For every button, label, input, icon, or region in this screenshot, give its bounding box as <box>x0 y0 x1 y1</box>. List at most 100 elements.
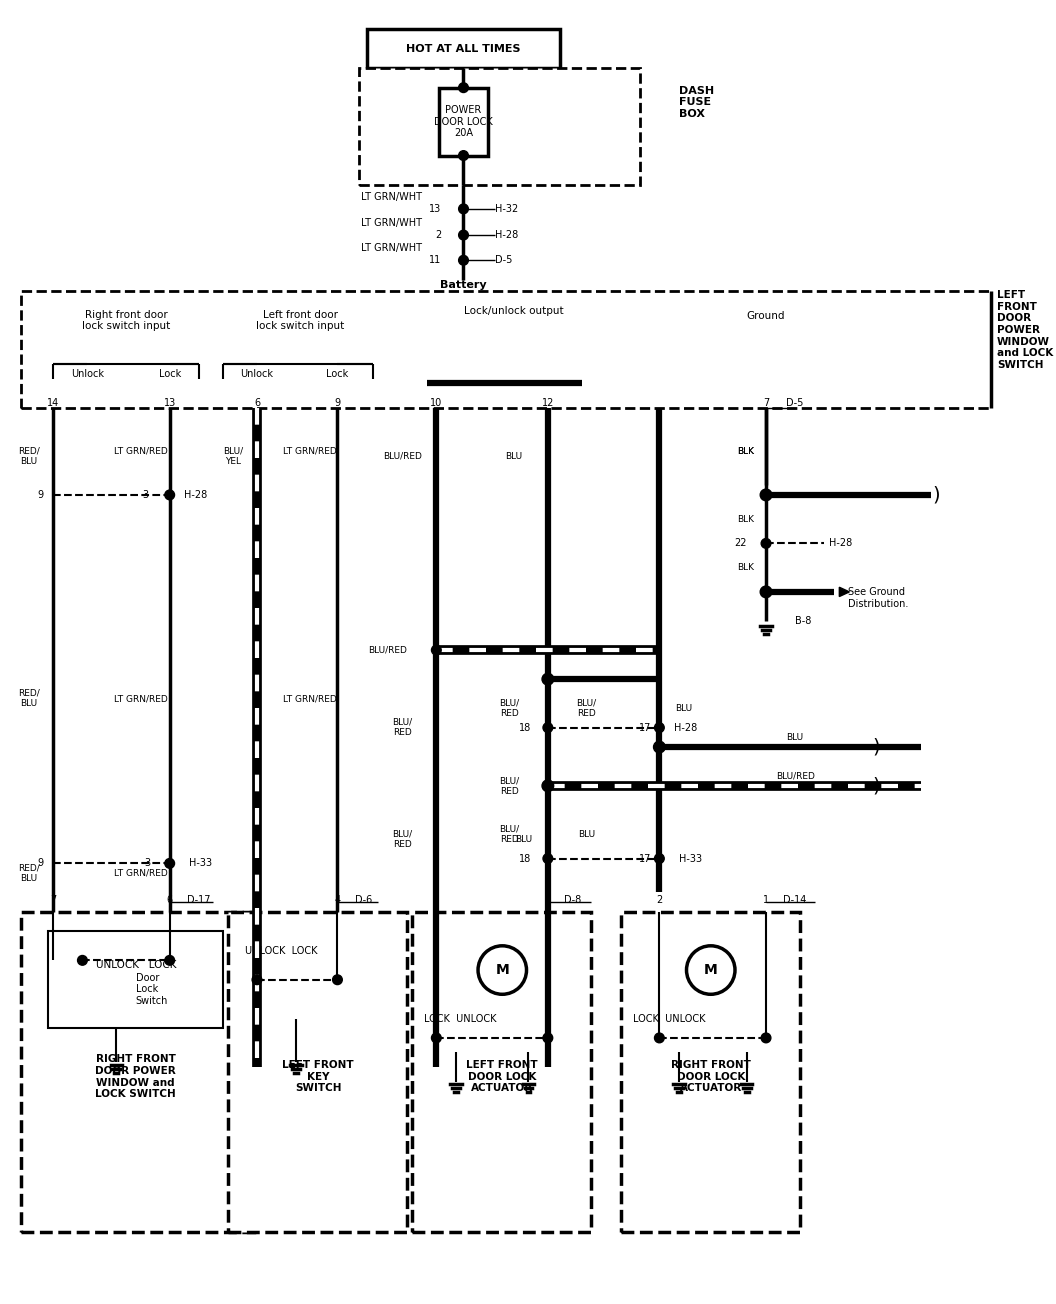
Circle shape <box>543 1033 552 1043</box>
Text: BLK: BLK <box>737 447 754 456</box>
Circle shape <box>542 780 553 792</box>
Text: ): ) <box>872 776 881 795</box>
Text: 3: 3 <box>145 858 150 868</box>
Text: RED/
BLU: RED/ BLU <box>18 689 40 708</box>
Text: Door
Lock
Switch: Door Lock Switch <box>136 973 168 1007</box>
Circle shape <box>543 722 552 733</box>
Text: 13: 13 <box>164 398 175 408</box>
Text: 10: 10 <box>430 398 442 408</box>
Text: BLU: BLU <box>787 733 804 742</box>
Text: BLU/
RED: BLU/ RED <box>393 719 413 737</box>
Text: RED/
BLU: RED/ BLU <box>18 863 40 883</box>
Circle shape <box>654 741 665 752</box>
Text: 13: 13 <box>429 203 441 214</box>
Text: DASH
FUSE
BOX: DASH FUSE BOX <box>679 86 714 119</box>
Text: Right front door
lock switch input: Right front door lock switch input <box>82 309 170 331</box>
Text: D-5: D-5 <box>787 398 804 408</box>
Bar <box>21 911 254 1232</box>
Text: LEFT FRONT
DOOR LOCK
ACTUATOR: LEFT FRONT DOOR LOCK ACTUATOR <box>467 1060 539 1093</box>
Text: H-33: H-33 <box>189 858 212 868</box>
Text: RIGHT FRONT
DOOR POWER
WINDOW and
LOCK SWITCH: RIGHT FRONT DOOR POWER WINDOW and LOCK S… <box>95 1055 176 1099</box>
Text: LEFT
FRONT
DOOR
POWER
WINDOW
and LOCK
SWITCH: LEFT FRONT DOOR POWER WINDOW and LOCK SW… <box>997 291 1053 370</box>
Text: 18: 18 <box>520 854 531 863</box>
Text: LT GRN/WHT: LT GRN/WHT <box>361 218 421 228</box>
Text: 4: 4 <box>335 896 340 905</box>
Text: LT GRN/RED: LT GRN/RED <box>283 447 337 456</box>
Text: BLU: BLU <box>506 451 523 460</box>
Bar <box>49 931 223 1029</box>
Text: BLU/
YEL: BLU/ YEL <box>223 446 243 466</box>
Text: Ground: Ground <box>747 310 786 321</box>
Text: D-8: D-8 <box>564 896 582 905</box>
Text: 22: 22 <box>734 539 747 549</box>
Text: D-5: D-5 <box>494 256 512 265</box>
Bar <box>228 911 408 1232</box>
Circle shape <box>655 1033 664 1043</box>
Text: LT GRN/WHT: LT GRN/WHT <box>361 192 421 202</box>
Circle shape <box>333 975 342 985</box>
Text: BLU/
RED: BLU/ RED <box>577 699 597 719</box>
Text: LEFT FRONT
KEY
SWITCH: LEFT FRONT KEY SWITCH <box>282 1060 354 1093</box>
Text: LT GRN/RED: LT GRN/RED <box>114 868 168 878</box>
Circle shape <box>458 83 469 93</box>
Text: BLU: BLU <box>578 829 596 838</box>
Text: BLU/RED: BLU/RED <box>776 772 814 781</box>
Circle shape <box>655 722 664 733</box>
Text: ): ) <box>872 738 881 756</box>
Text: BLU/RED: BLU/RED <box>383 451 421 460</box>
Text: BLU: BLU <box>675 704 692 713</box>
Text: Lock: Lock <box>326 369 348 378</box>
Bar <box>621 911 800 1232</box>
Text: H-28: H-28 <box>674 722 697 733</box>
Text: 6: 6 <box>167 896 173 905</box>
Text: 12: 12 <box>542 398 554 408</box>
Circle shape <box>458 203 469 214</box>
Text: 1: 1 <box>253 896 260 905</box>
Text: See Ground: See Ground <box>848 587 905 597</box>
Text: LT GRN/RED: LT GRN/RED <box>114 694 168 703</box>
Text: 9: 9 <box>38 858 43 868</box>
Text: 17: 17 <box>639 854 650 863</box>
Text: Lock: Lock <box>158 369 181 378</box>
Text: 18: 18 <box>520 722 531 733</box>
Text: BLU/
RED: BLU/ RED <box>499 776 520 795</box>
Text: H-28: H-28 <box>494 230 517 240</box>
Text: 7: 7 <box>51 896 56 905</box>
Text: UNLOCK  LOCK: UNLOCK LOCK <box>245 945 318 956</box>
Text: M: M <box>704 964 718 977</box>
Circle shape <box>542 673 553 685</box>
Circle shape <box>165 490 174 499</box>
Text: Lock/unlock output: Lock/unlock output <box>464 305 564 316</box>
Text: BLK: BLK <box>737 515 754 524</box>
Text: 17: 17 <box>639 722 650 733</box>
Text: 9: 9 <box>38 490 43 499</box>
Text: LT GRN/WHT: LT GRN/WHT <box>361 243 421 253</box>
Text: D-6: D-6 <box>355 896 372 905</box>
Text: H-28: H-28 <box>184 490 207 499</box>
Text: RED/
BLU: RED/ BLU <box>18 446 40 466</box>
Text: M: M <box>495 964 509 977</box>
Text: D-17: D-17 <box>187 896 210 905</box>
Bar <box>359 68 640 185</box>
Circle shape <box>165 858 174 868</box>
Text: BLU/
RED: BLU/ RED <box>393 829 413 849</box>
Circle shape <box>760 585 772 597</box>
Text: BLU/
RED: BLU/ RED <box>499 699 520 719</box>
Circle shape <box>252 975 262 985</box>
Circle shape <box>761 1033 771 1043</box>
Circle shape <box>77 956 88 965</box>
Text: ): ) <box>931 485 940 505</box>
Circle shape <box>432 1033 441 1043</box>
Text: 2: 2 <box>545 896 551 905</box>
Circle shape <box>458 231 469 240</box>
Text: RIGHT FRONT
DOOR LOCK
ACTUATOR: RIGHT FRONT DOOR LOCK ACTUATOR <box>671 1060 751 1093</box>
Text: 9: 9 <box>335 398 340 408</box>
Text: LT GRN/RED: LT GRN/RED <box>114 447 168 456</box>
Bar <box>412 911 591 1232</box>
Bar <box>21 291 991 408</box>
Text: UNLOCK   LOCK: UNLOCK LOCK <box>95 960 176 970</box>
Text: Battery: Battery <box>440 279 487 289</box>
Text: 1: 1 <box>763 896 769 905</box>
Circle shape <box>458 151 469 160</box>
Text: B-8: B-8 <box>795 615 811 626</box>
